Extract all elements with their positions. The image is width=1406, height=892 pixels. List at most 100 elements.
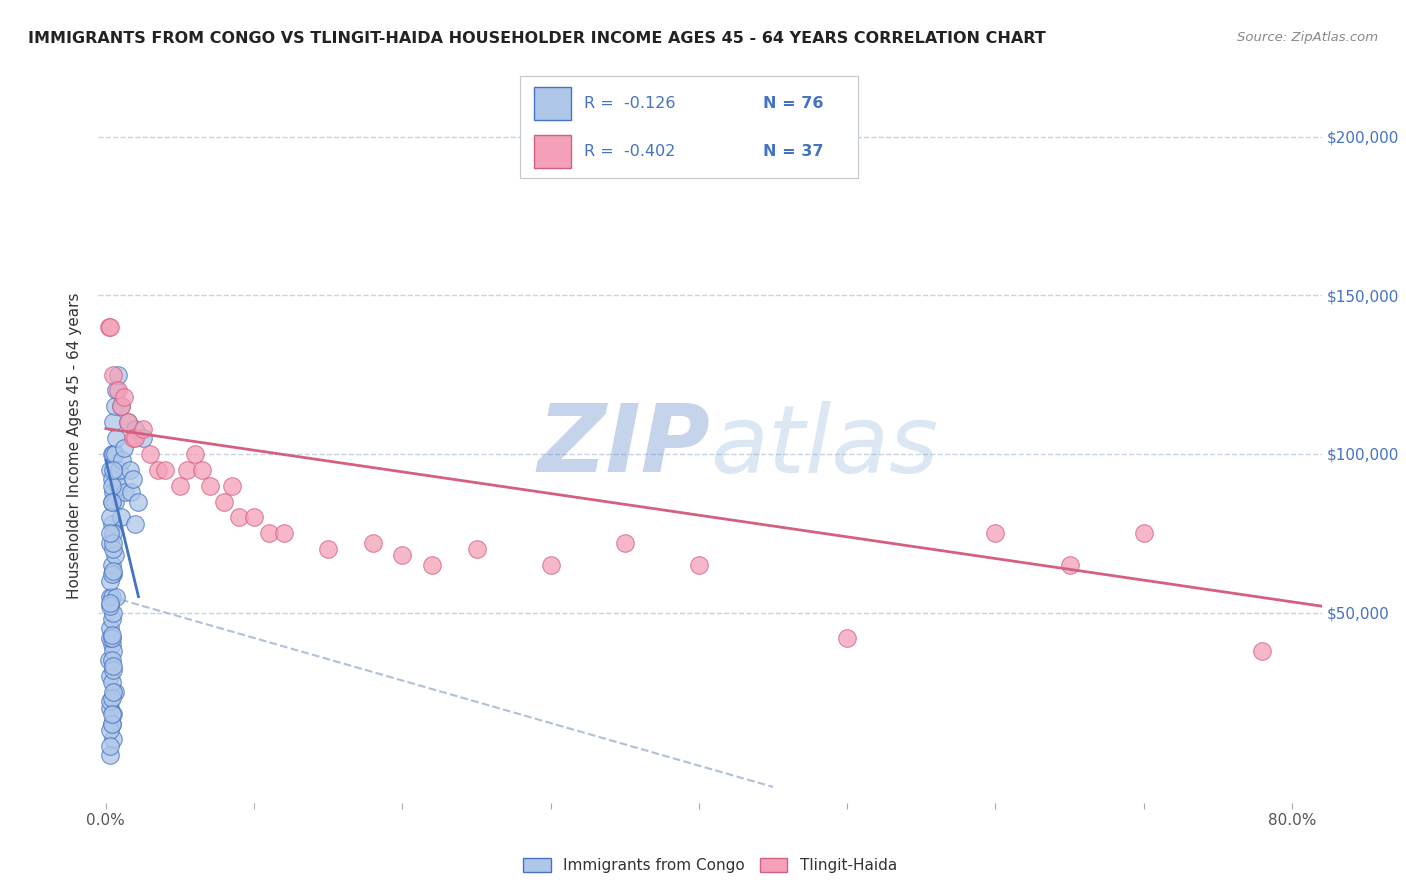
Text: R =  -0.126: R = -0.126 — [585, 96, 676, 111]
Point — [105, 431, 128, 445]
Text: R =  -0.402: R = -0.402 — [585, 145, 676, 160]
Point — [146, 463, 169, 477]
Text: atlas: atlas — [710, 401, 938, 491]
Text: IMMIGRANTS FROM CONGO VS TLINGIT-HAIDA HOUSEHOLDER INCOME AGES 45 - 64 YEARS COR: IMMIGRANTS FROM CONGO VS TLINGIT-HAIDA H… — [28, 31, 1046, 46]
Text: N = 76: N = 76 — [763, 96, 824, 111]
Point — [100, 478, 122, 492]
Point — [110, 400, 132, 414]
Point — [103, 685, 125, 699]
Point — [97, 320, 120, 334]
Point — [316, 542, 339, 557]
FancyBboxPatch shape — [534, 136, 571, 168]
Point — [104, 447, 127, 461]
Point — [124, 516, 146, 531]
Point — [100, 637, 122, 651]
Point — [984, 526, 1007, 541]
Point — [214, 494, 236, 508]
Point — [98, 320, 121, 334]
Point — [117, 415, 139, 429]
Point — [104, 685, 127, 699]
Point — [613, 535, 636, 549]
Point — [98, 694, 121, 708]
Point — [837, 631, 859, 645]
Point — [98, 723, 121, 737]
Point — [132, 421, 155, 435]
Point — [1251, 643, 1274, 657]
Point — [139, 447, 162, 461]
Point — [100, 631, 122, 645]
Point — [103, 463, 125, 477]
Legend: Immigrants from Congo, Tlingit-Haida: Immigrants from Congo, Tlingit-Haida — [516, 850, 904, 880]
Point — [104, 549, 127, 563]
Point — [100, 494, 122, 508]
Point — [100, 558, 122, 572]
Point — [103, 542, 125, 557]
Point — [120, 485, 142, 500]
Point — [100, 516, 122, 531]
Point — [132, 431, 155, 445]
Point — [103, 564, 125, 578]
Y-axis label: Householder Income Ages 45 - 64 years: Householder Income Ages 45 - 64 years — [67, 293, 83, 599]
Point — [103, 663, 125, 677]
Text: N = 37: N = 37 — [763, 145, 824, 160]
Point — [98, 621, 121, 635]
Point — [103, 732, 125, 747]
Point — [100, 675, 122, 690]
Point — [103, 643, 125, 657]
Text: Source: ZipAtlas.com: Source: ZipAtlas.com — [1237, 31, 1378, 45]
Point — [103, 606, 125, 620]
Point — [110, 400, 132, 414]
Point — [176, 463, 198, 477]
Point — [98, 739, 121, 753]
Point — [228, 510, 250, 524]
Point — [257, 526, 280, 541]
Point — [100, 472, 122, 486]
Point — [107, 478, 129, 492]
Point — [100, 612, 122, 626]
Point — [273, 526, 295, 541]
Point — [169, 478, 191, 492]
Point — [103, 659, 125, 673]
Point — [98, 669, 121, 683]
Point — [103, 415, 125, 429]
Point — [104, 494, 127, 508]
Point — [98, 599, 121, 614]
Point — [121, 431, 143, 445]
Point — [191, 463, 214, 477]
Point — [108, 463, 131, 477]
Point — [107, 368, 129, 382]
Point — [391, 549, 413, 563]
Point — [98, 700, 121, 714]
Point — [420, 558, 443, 572]
Point — [103, 567, 125, 582]
Point — [124, 421, 146, 435]
Point — [100, 567, 122, 582]
Point — [1059, 558, 1081, 572]
Point — [107, 384, 129, 398]
Point — [98, 526, 121, 541]
Point — [103, 485, 125, 500]
Point — [98, 631, 121, 645]
Point — [540, 558, 562, 572]
Point — [103, 535, 125, 549]
Point — [103, 706, 125, 721]
Point — [100, 691, 122, 706]
Point — [118, 463, 141, 477]
Point — [361, 535, 384, 549]
Point — [103, 526, 125, 541]
Point — [1132, 526, 1154, 541]
Point — [100, 628, 122, 642]
Point — [100, 706, 122, 721]
Point — [100, 494, 122, 508]
Point — [153, 463, 176, 477]
Point — [98, 748, 121, 763]
Point — [98, 463, 121, 477]
Point — [243, 510, 266, 524]
Point — [100, 590, 122, 604]
Point — [111, 453, 134, 467]
Text: ZIP: ZIP — [537, 400, 710, 492]
Point — [105, 384, 128, 398]
Point — [112, 390, 135, 404]
Point — [98, 535, 121, 549]
Point — [100, 653, 122, 667]
